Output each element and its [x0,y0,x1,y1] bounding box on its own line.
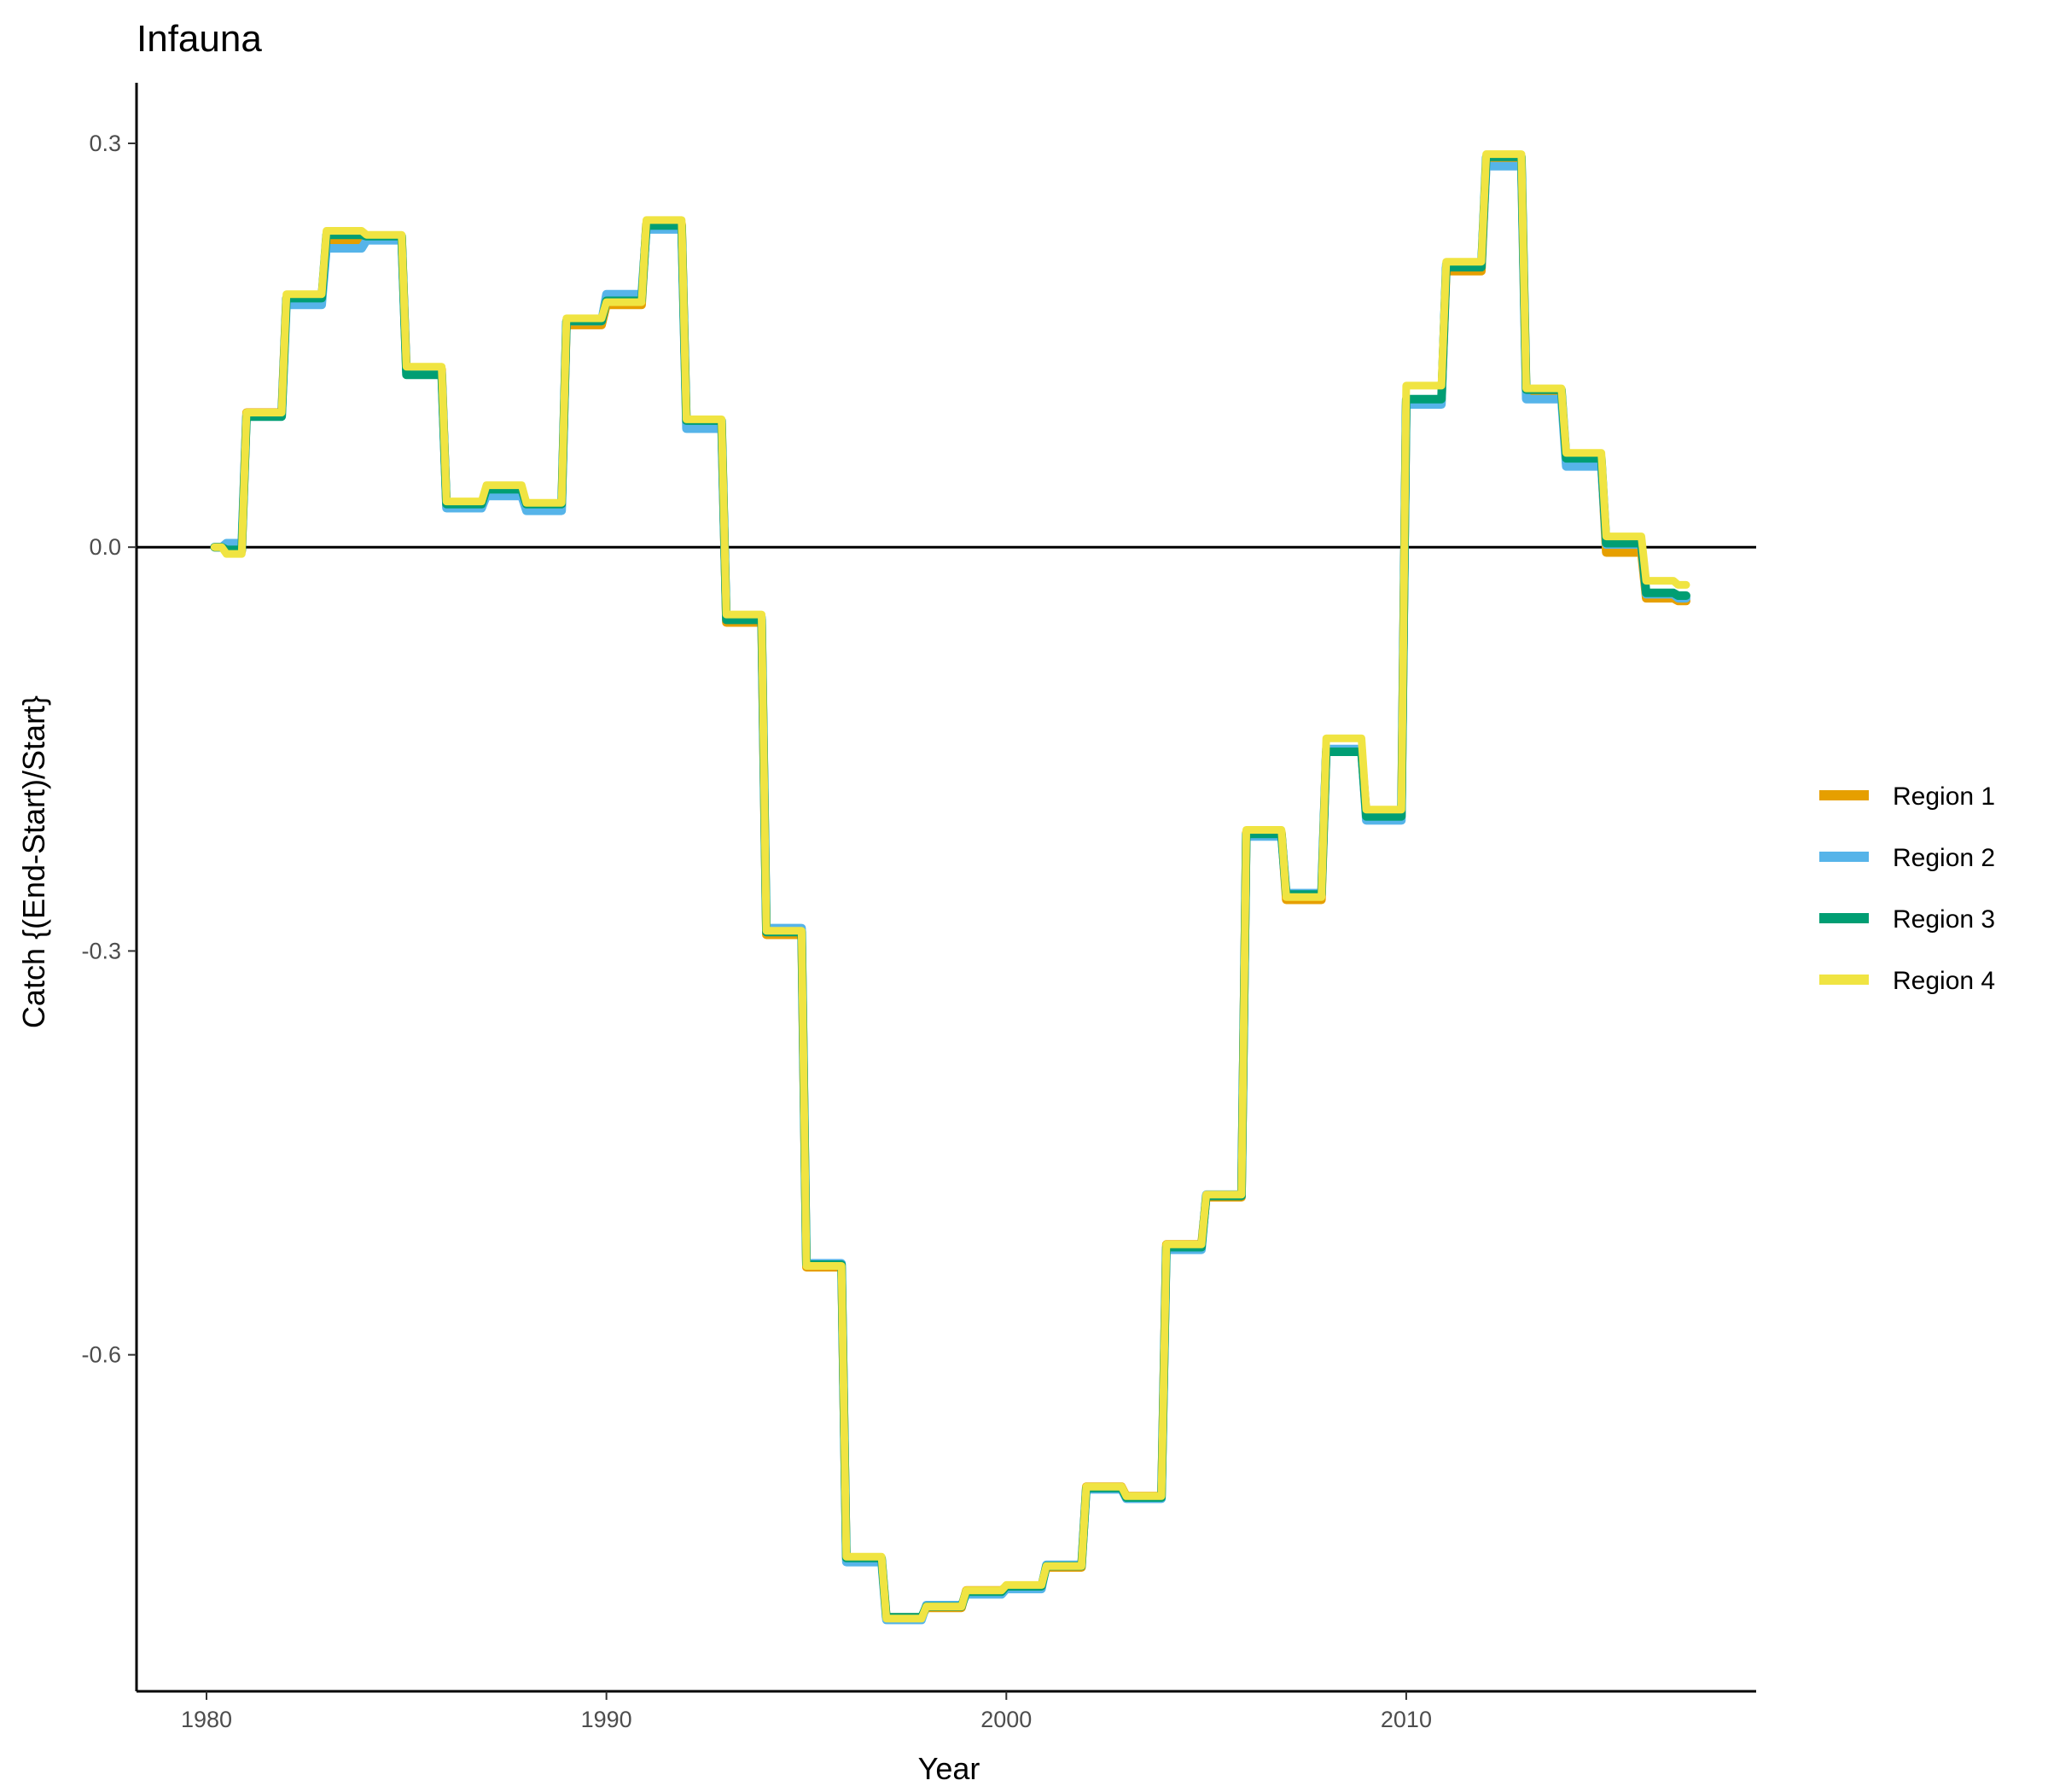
x-tick-label: 2010 [1381,1707,1432,1732]
y-tick-label: -0.3 [81,938,121,963]
y-tick-label: 0.3 [89,131,121,156]
legend-label-region-3: Region 3 [1893,905,1995,934]
x-tick-label: 1980 [181,1707,232,1732]
series-layer [210,150,1690,1625]
series-line-region-1 [210,159,1690,1622]
chart-title: Infauna [137,18,262,60]
series-line-region-4 [210,150,1690,1623]
axes [135,83,1756,1693]
x-tick-label: 2000 [980,1707,1032,1732]
legend-label-region-2: Region 2 [1893,844,1995,872]
y-tick-label: 0.0 [89,534,121,560]
axis-ticks: 1980 1990 2000 2010 0.3 0.0 -0.3 -0.6 [81,131,1432,1732]
x-axis-title: Year [918,1751,980,1786]
legend-label-region-4: Region 4 [1893,967,1995,995]
legend: Region 1 Region 2 Region 3 Region 4 [1819,783,1995,995]
series-line-region-2 [210,161,1690,1625]
x-tick-label: 1990 [581,1707,632,1732]
series-line-region-3 [210,152,1690,1622]
y-tick-label: -0.6 [81,1342,121,1368]
y-axis-title: Catch {(End-Start)/Start} [16,695,51,1028]
legend-label-region-1: Region 1 [1893,783,1995,811]
